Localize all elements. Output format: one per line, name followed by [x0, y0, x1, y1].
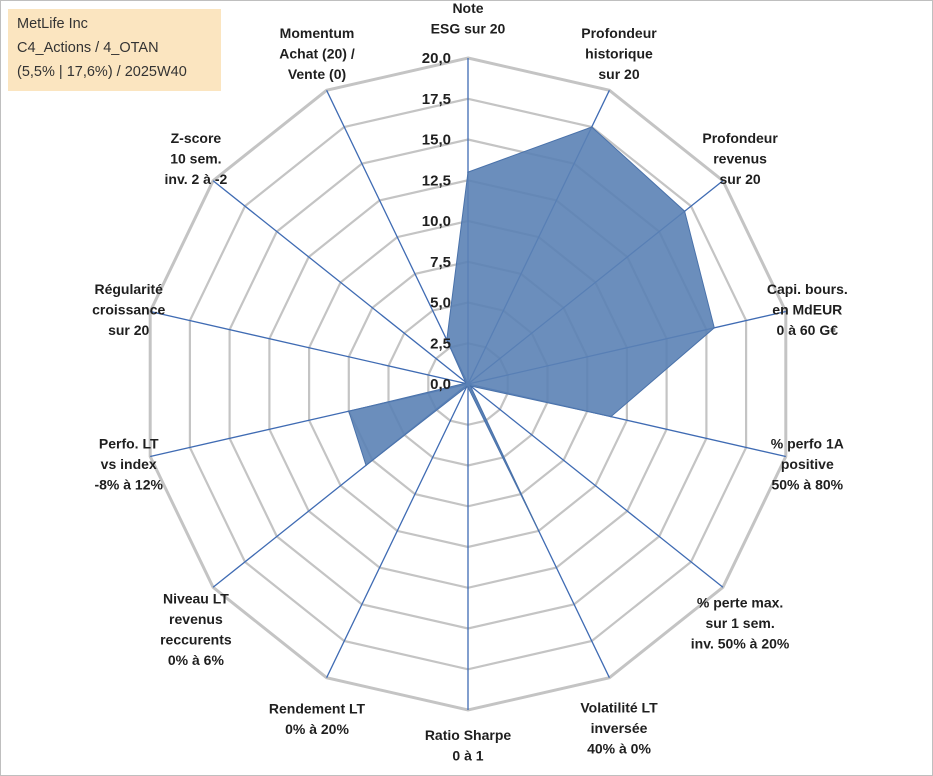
axis-label-line: inv. 50% à 20% — [691, 635, 790, 651]
data-point-perte-max — [469, 385, 472, 387]
axis-label-perfo-1a: % perfo 1A positive 50% à 80% — [771, 436, 844, 493]
axis-label-line: 40% à 0% — [587, 741, 651, 757]
axis-label-line: Régularité — [94, 281, 163, 297]
parameters-label: (5,5% | 17,6%) / 2025W40 — [17, 64, 187, 80]
axis-label-line: 0 à 1 — [452, 748, 483, 764]
tick-label: 7,5 — [430, 254, 451, 271]
axis-label-profondeur-revenus: Profondeur revenus sur 20 — [702, 130, 778, 187]
axis-label-line: Note — [452, 0, 483, 16]
axis-label-momentum: Momentum Achat (20) / Vente (0) — [279, 25, 355, 82]
data-point-ratio-sharpe — [467, 386, 469, 389]
axis-label-line: Volatilité LT — [580, 700, 658, 716]
axis-label-z-score: Z-score 10 sem. inv. 2 à -2 — [165, 130, 228, 187]
data-point-niveau-lt-revenus — [365, 464, 367, 467]
axis-label-line: 0 à 60 G€ — [777, 322, 839, 338]
tick-label: 5,0 — [430, 295, 451, 312]
axis-label-layer: Note ESG sur 20 Profondeur historique sur 20… — [92, 0, 848, 764]
axis-label-line: 10 sem. — [170, 151, 221, 167]
category-label: C4_Actions / 4_OTAN — [17, 40, 159, 56]
data-point-perfo-lt-index — [348, 410, 350, 413]
data-point-profondeur-historique — [591, 126, 593, 128]
axis-label-line: Ratio Sharpe — [425, 727, 512, 743]
tick-label: 12,5 — [422, 172, 451, 189]
axis-label-line: Profondeur — [702, 130, 778, 146]
axis-label-line: Perfo. LT — [99, 436, 159, 452]
axis-label-line: 50% à 80% — [771, 477, 843, 493]
data-point-perfo-1a — [610, 415, 612, 418]
axis-label-line: sur 1 sem. — [705, 615, 774, 631]
axis-label-line: sur 20 — [108, 322, 149, 338]
axis-label-line: en MdEUR — [772, 301, 842, 317]
series-area — [348, 126, 715, 532]
axis-label-line: Profondeur — [581, 25, 657, 41]
tick-label: 20,0 — [422, 50, 451, 67]
tick-label: 0,0 — [430, 376, 451, 393]
axis-label-line: revenus — [169, 611, 223, 627]
axis-label-line: % perfo 1A — [771, 436, 844, 452]
spoke-perte-max — [467, 383, 724, 588]
spoke-z-score — [212, 180, 469, 385]
axis-label-line: revenus — [713, 151, 767, 167]
axis-label-line: reccurents — [160, 632, 232, 648]
company-name: MetLife Inc — [17, 16, 88, 32]
axis-label-capi-bours: Capi. bours. en MdEUR 0 à 60 G€ — [767, 281, 848, 338]
axis-label-line: Capi. bours. — [767, 281, 848, 297]
axis-label-perte-max: % perte max. sur 1 sem. inv. 50% à 20% — [691, 594, 790, 651]
axis-label-line: inversée — [591, 720, 648, 736]
axis-label-niveau-lt-revenus: Niveau LT revenus reccurents 0% à 6% — [160, 591, 232, 669]
axis-label-line: historique — [585, 46, 653, 62]
axis-label-regularite: Régularité croissance sur 20 — [92, 281, 165, 338]
axis-label-ratio-sharpe: Ratio Sharpe 0 à 1 — [425, 727, 512, 764]
axis-label-line: positive — [781, 456, 834, 472]
axis-label-esg: Note ESG sur 20 — [431, 0, 506, 37]
data-point-rendement-lt — [465, 386, 468, 388]
axis-label-line: -8% à 12% — [94, 477, 163, 493]
tick-label: 10,0 — [422, 213, 451, 230]
axis-label-line: 0% à 6% — [168, 652, 225, 668]
data-point-capi-bours — [713, 327, 716, 329]
axis-label-volatilite-lt: Volatilité LT inversée 40% à 0% — [580, 700, 658, 757]
data-point-regularite — [464, 382, 466, 385]
axis-label-line: Achat (20) / — [279, 46, 355, 62]
data-point-momentum — [446, 339, 448, 341]
axis-label-rendement-lt: Rendement LT 0% à 20% — [269, 701, 366, 738]
axis-label-line: % perte max. — [697, 594, 783, 610]
axis-label-line: sur 20 — [598, 66, 639, 82]
axis-label-line: Momentum — [280, 25, 355, 41]
axis-label-profondeur-historique: Profondeur historique sur 20 — [581, 25, 657, 82]
tick-layer: 0,0 2,5 5,0 7,5 10,0 12,5 15,0 17,5 20,0 — [422, 50, 451, 393]
info-box: MetLife Inc C4_Actions / 4_OTAN (5,5% | … — [8, 9, 221, 91]
spoke-rendement-lt — [326, 383, 469, 678]
axis-label-line: ESG sur 20 — [431, 21, 506, 37]
axis-label-line: 0% à 20% — [285, 721, 349, 737]
spoke-regularite — [150, 310, 469, 385]
axis-label-perfo-lt-index: Perfo. LT vs index -8% à 12% — [94, 436, 163, 493]
axis-label-line: Z-score — [171, 130, 222, 146]
data-point-profondeur-revenus — [683, 210, 686, 212]
axis-label-line: Niveau LT — [163, 591, 229, 607]
data-point-volatilite-lt — [537, 530, 540, 532]
axis-label-line: Vente (0) — [288, 66, 346, 82]
axis-label-line: sur 20 — [719, 171, 760, 187]
spoke-momentum — [326, 90, 469, 385]
data-point-z-score — [464, 381, 467, 383]
series-layer — [348, 126, 716, 532]
tick-label: 2,5 — [430, 335, 451, 352]
data-point-esg — [467, 171, 469, 173]
axis-label-line: Rendement LT — [269, 701, 366, 717]
axis-label-line: inv. 2 à -2 — [165, 171, 228, 187]
tick-label: 17,5 — [422, 91, 451, 108]
tick-label: 15,0 — [422, 132, 451, 149]
axis-label-line: vs index — [101, 456, 157, 472]
axis-label-line: croissance — [92, 301, 165, 317]
